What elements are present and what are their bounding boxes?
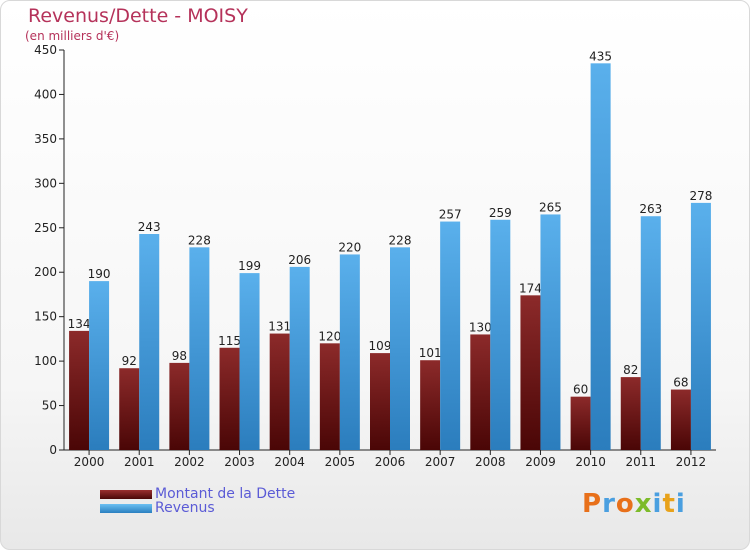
data-label-debt: 174 xyxy=(519,281,542,295)
y-tick-label: 150 xyxy=(34,310,57,324)
data-label-revenue: 190 xyxy=(88,267,111,281)
y-tick-label: 350 xyxy=(34,132,57,146)
logo-letter: o xyxy=(615,489,635,519)
data-label-revenue: 265 xyxy=(539,200,562,214)
x-tick-label: 2006 xyxy=(375,455,406,469)
bar-revenue xyxy=(189,247,210,450)
bar-revenue xyxy=(440,221,461,450)
data-label-revenue: 220 xyxy=(338,240,361,254)
data-label-debt: 60 xyxy=(573,383,588,397)
bar-debt xyxy=(570,396,591,450)
data-label-debt: 115 xyxy=(218,334,241,348)
bar-revenue xyxy=(89,281,110,450)
logo-letter: x xyxy=(634,489,653,519)
data-label-revenue: 206 xyxy=(288,253,311,267)
bar-revenue xyxy=(289,266,310,450)
bar-debt xyxy=(169,362,190,450)
bar-revenue xyxy=(640,216,661,450)
x-tick-label: 2001 xyxy=(124,455,155,469)
data-label-debt: 68 xyxy=(673,376,688,390)
x-tick-label: 2008 xyxy=(475,455,506,469)
data-label-debt: 101 xyxy=(419,346,442,360)
x-tick-label: 2000 xyxy=(74,455,105,469)
data-label-revenue: 278 xyxy=(689,189,712,203)
data-label-revenue: 257 xyxy=(439,208,462,222)
x-tick-label: 2002 xyxy=(174,455,205,469)
bar-revenue xyxy=(239,273,260,450)
data-label-debt: 82 xyxy=(623,363,638,377)
data-label-revenue: 259 xyxy=(489,206,512,220)
bar-debt xyxy=(319,343,340,450)
legend-label-debt: Montant de la Dette xyxy=(155,486,296,502)
data-label-revenue: 228 xyxy=(389,233,412,247)
bar-debt xyxy=(219,347,240,450)
x-tick-label: 2005 xyxy=(325,455,356,469)
bar-revenue xyxy=(590,63,611,450)
bar-revenue xyxy=(390,247,410,450)
bar-debt xyxy=(119,368,140,450)
data-label-revenue: 435 xyxy=(589,49,612,63)
data-label-debt: 134 xyxy=(68,317,91,331)
x-tick-label: 2011 xyxy=(625,455,656,469)
bar-revenue xyxy=(490,219,511,450)
data-label-revenue: 243 xyxy=(138,220,161,234)
legend-item-revenue: Revenus xyxy=(100,500,215,516)
x-tick-label: 2009 xyxy=(525,455,556,469)
chart-subtitle: (en milliers d'€) xyxy=(25,29,120,43)
x-tick-label: 2012 xyxy=(676,455,707,469)
y-tick-label: 300 xyxy=(34,176,57,190)
bar-revenue xyxy=(139,234,160,450)
y-tick-label: 0 xyxy=(49,443,57,457)
data-label-debt: 92 xyxy=(122,354,137,368)
x-tick-label: 2010 xyxy=(575,455,606,469)
legend-label-revenue: Revenus xyxy=(155,500,215,516)
bar-revenue xyxy=(339,254,360,450)
chart-title: Revenus/Dette - MOISY xyxy=(28,5,248,27)
proxiti-logo: Proxiti xyxy=(582,489,686,519)
bar-debt xyxy=(269,333,290,450)
data-label-debt: 130 xyxy=(469,320,492,334)
logo-letter: t xyxy=(662,489,676,519)
x-tick-label: 2003 xyxy=(224,455,255,469)
logo-letter: P xyxy=(582,489,603,519)
legend-swatch-debt xyxy=(100,489,152,499)
logo-letter: i xyxy=(675,489,686,519)
x-tick-label: 2007 xyxy=(425,455,456,469)
x-tick-label: 2004 xyxy=(274,455,305,469)
bar-debt xyxy=(620,377,641,450)
y-tick-label: 450 xyxy=(34,43,57,57)
y-tick-label: 400 xyxy=(34,87,57,101)
bar-debt xyxy=(420,360,441,450)
bar-debt xyxy=(670,389,691,450)
y-tick-label: 200 xyxy=(34,265,57,279)
bar-debt xyxy=(470,334,491,450)
legend-swatch-revenue xyxy=(100,503,152,513)
y-tick-label: 250 xyxy=(34,221,57,235)
bar-debt xyxy=(520,295,541,450)
bar-debt xyxy=(69,330,90,450)
y-tick-label: 100 xyxy=(34,354,57,368)
logo-letter: r xyxy=(602,489,616,519)
data-label-debt: 109 xyxy=(369,339,392,353)
data-label-revenue: 228 xyxy=(188,233,211,247)
bar-revenue xyxy=(540,214,561,450)
y-tick-label: 50 xyxy=(42,399,57,413)
data-label-revenue: 263 xyxy=(639,202,662,216)
data-label-debt: 131 xyxy=(268,320,291,334)
data-label-revenue: 199 xyxy=(238,259,261,273)
bar-debt xyxy=(370,353,390,450)
logo-letter: i xyxy=(652,489,663,519)
legend-item-debt: Montant de la Dette xyxy=(100,486,296,502)
data-label-debt: 98 xyxy=(172,349,187,363)
bar-revenue xyxy=(690,202,711,450)
data-label-debt: 120 xyxy=(318,329,341,343)
